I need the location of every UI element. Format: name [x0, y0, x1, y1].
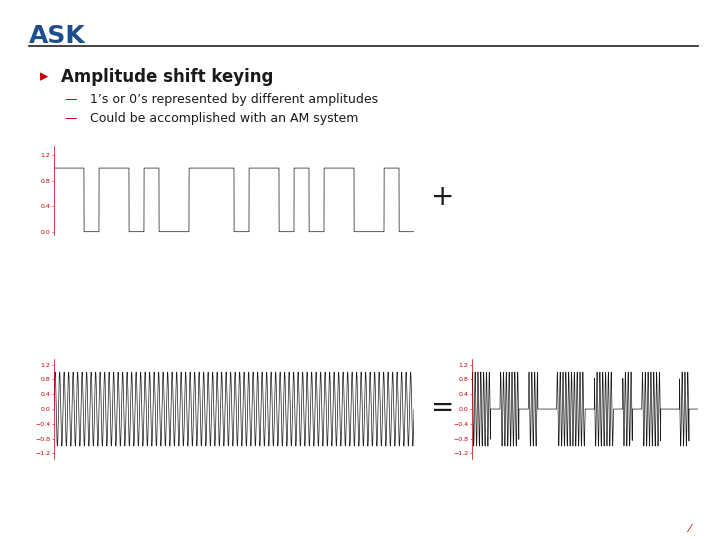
Text: Could be accomplished with an AM system: Could be accomplished with an AM system: [90, 112, 359, 125]
Text: Amplitude shift keying: Amplitude shift keying: [61, 68, 274, 85]
Text: —: —: [65, 112, 77, 125]
Text: ⁄: ⁄: [688, 524, 690, 535]
Text: —: —: [65, 93, 77, 106]
Text: +: +: [431, 183, 454, 211]
Text: ASK: ASK: [29, 24, 86, 48]
Text: =: =: [431, 394, 454, 422]
Text: 1’s or 0’s represented by different amplitudes: 1’s or 0’s represented by different ampl…: [90, 93, 378, 106]
Text: ▸: ▸: [40, 68, 48, 85]
Text: Tektronix: Tektronix: [615, 518, 680, 531]
